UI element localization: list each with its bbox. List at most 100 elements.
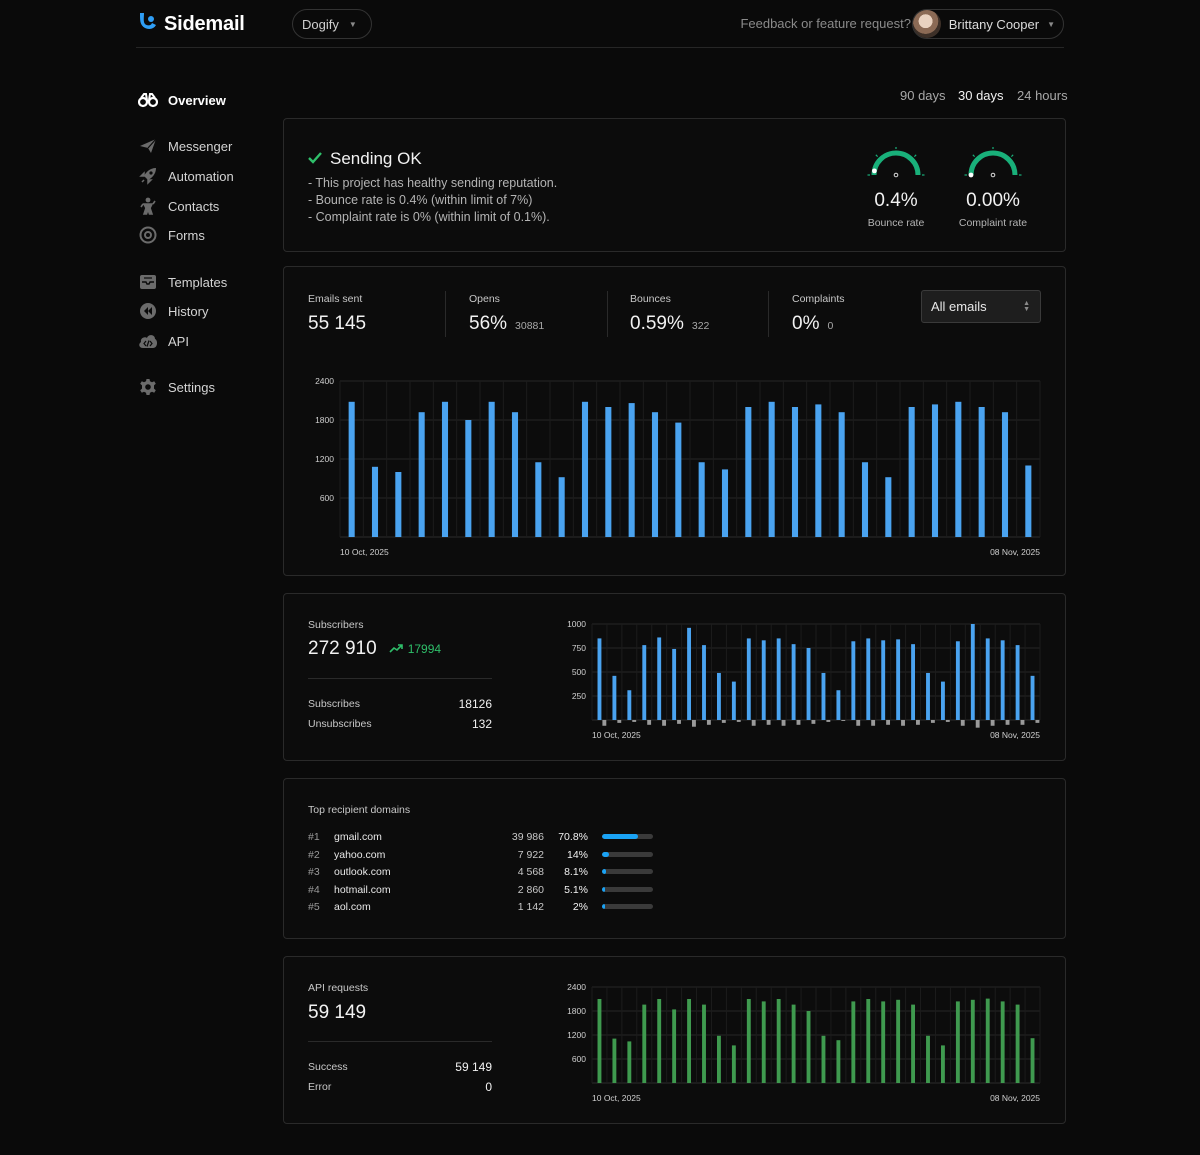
y-tick-label: 750 <box>572 643 586 653</box>
domain-percent: 14% <box>566 849 588 861</box>
domain-rank: #4 <box>308 884 320 896</box>
status-line: - This project has healthy sending reput… <box>308 176 558 190</box>
chart-bar <box>465 420 472 537</box>
person-icon <box>138 196 158 216</box>
chart-bar <box>791 644 796 720</box>
stat-label: Opens <box>469 293 500 305</box>
y-tick-label: 250 <box>572 691 586 701</box>
domain-progress-fill <box>602 852 610 857</box>
chart-bar <box>926 672 930 720</box>
chart-bar <box>627 1041 632 1083</box>
chart-bar <box>716 672 721 720</box>
sidebar-item-overview[interactable]: Overview <box>138 90 226 110</box>
stat-sub: 0 <box>827 320 834 332</box>
x-tick-label: 10 Oct, 2025 <box>340 547 389 557</box>
chart-bar <box>612 1038 617 1083</box>
chart-bar <box>866 638 871 720</box>
chart-bar-negative <box>841 720 846 721</box>
status-title: Sending OK <box>308 149 422 169</box>
tab-24-hours[interactable]: 24 hours <box>1017 88 1068 103</box>
domain-name: gmail.com <box>334 831 382 843</box>
gauge-needle <box>968 172 974 178</box>
chart-bar <box>821 1035 826 1083</box>
domains-title: Top recipient domains <box>308 804 411 816</box>
email-filter-select[interactable]: All emails ▲ ▼ <box>921 290 1041 323</box>
divider <box>607 291 608 337</box>
domain-progress-fill <box>602 904 606 909</box>
domain-progress-fill <box>602 869 607 874</box>
chart-bar <box>861 462 869 537</box>
tab-90-days[interactable]: 90 days <box>900 88 946 103</box>
sidebar-item-contacts[interactable]: Contacts <box>138 196 219 216</box>
chart-bar <box>642 645 647 720</box>
domain-progress-bar <box>602 834 653 839</box>
chart-bar-negative <box>1035 720 1040 723</box>
sidebar-item-settings[interactable]: Settings <box>138 377 215 397</box>
chart-bar <box>488 401 495 537</box>
chart-bar-negative <box>796 720 801 725</box>
sidebar-item-templates[interactable]: Templates <box>138 272 227 292</box>
chart-bar <box>597 999 602 1083</box>
sidebar-item-history[interactable]: History <box>138 301 208 321</box>
y-tick-label: 2400 <box>567 982 586 992</box>
paper-plane-icon <box>138 136 158 156</box>
tab-30-days[interactable]: 30 days <box>958 88 1004 103</box>
chart-bar <box>651 412 659 537</box>
sidebar-item-label: Automation <box>168 168 234 184</box>
inbox-icon <box>138 272 158 292</box>
chart-bar-negative <box>945 720 950 722</box>
x-tick-label: 10 Oct, 2025 <box>592 1093 641 1103</box>
stat-value: 55 145 <box>308 313 367 334</box>
sidebar-item-label: Templates <box>168 274 228 290</box>
y-tick-label: 1200 <box>567 1030 586 1040</box>
domain-percent: 2% <box>572 901 588 913</box>
chart-bar <box>702 645 706 720</box>
rewind-icon <box>138 301 158 321</box>
rocket-icon <box>138 166 158 186</box>
unsubscribes-label: Unsubscribes <box>308 718 372 730</box>
chart-bar <box>702 1004 706 1083</box>
domains-card: Top recipient domains #1 gmail.com 39 98… <box>283 778 1066 939</box>
chart-bar <box>768 401 775 537</box>
chart-bar-negative <box>975 720 980 728</box>
chart-bar-negative <box>751 720 756 726</box>
success-label: Success <box>308 1061 348 1073</box>
project-select[interactable]: Dogify ▼ <box>292 9 372 39</box>
stat-label: Emails sent <box>308 293 363 305</box>
complaint-gauge: 0.00% Complaint rate <box>953 146 1033 229</box>
sidebar-item-automation[interactable]: Automation <box>138 166 234 186</box>
list-item: #4 hotmail.com 2 860 5.1% <box>308 884 668 901</box>
chart-bar <box>940 681 945 720</box>
chart-bar-negative <box>632 720 637 722</box>
chart-bar <box>985 998 990 1083</box>
status-card: Sending OK - This project has healthy se… <box>283 118 1066 252</box>
chevron-down-icon: ▼ <box>1047 19 1055 29</box>
chart-bar <box>687 999 692 1083</box>
growth-value: 17994 <box>407 642 442 656</box>
chart-bar <box>627 690 632 720</box>
growth-badge: 17994 <box>389 642 441 656</box>
stat-value: 0% <box>792 313 820 334</box>
sidebar-item-api[interactable]: API <box>138 331 189 351</box>
subscribers-value: 272 910 <box>308 638 377 659</box>
chart-bar <box>746 999 751 1083</box>
api-value: 59 149 <box>308 1002 367 1023</box>
subscribers-total: 272 910 17994 <box>308 638 441 660</box>
chart-bar <box>581 401 589 537</box>
chart-bar <box>911 644 916 720</box>
unsubscribes-value: 132 <box>471 717 492 731</box>
chart-bar <box>970 624 975 720</box>
chart-bar <box>511 412 519 537</box>
feedback-link[interactable]: Feedback or feature request? <box>740 16 911 31</box>
stat-complaints: Complaints 0% 0 <box>792 293 845 335</box>
chart-bar <box>866 999 871 1083</box>
user-menu[interactable]: Brittany Cooper ▼ <box>911 9 1064 39</box>
sidebar-item-messenger[interactable]: Messenger <box>138 136 232 156</box>
chart-bar <box>806 648 811 720</box>
sidebar-item-forms[interactable]: Forms <box>138 225 205 245</box>
chart-bar <box>1001 412 1009 537</box>
chart-bar <box>836 690 841 720</box>
project-name: Dogify <box>302 16 339 32</box>
logo[interactable]: Sidemail <box>136 11 245 38</box>
y-tick-label: 500 <box>572 667 586 677</box>
